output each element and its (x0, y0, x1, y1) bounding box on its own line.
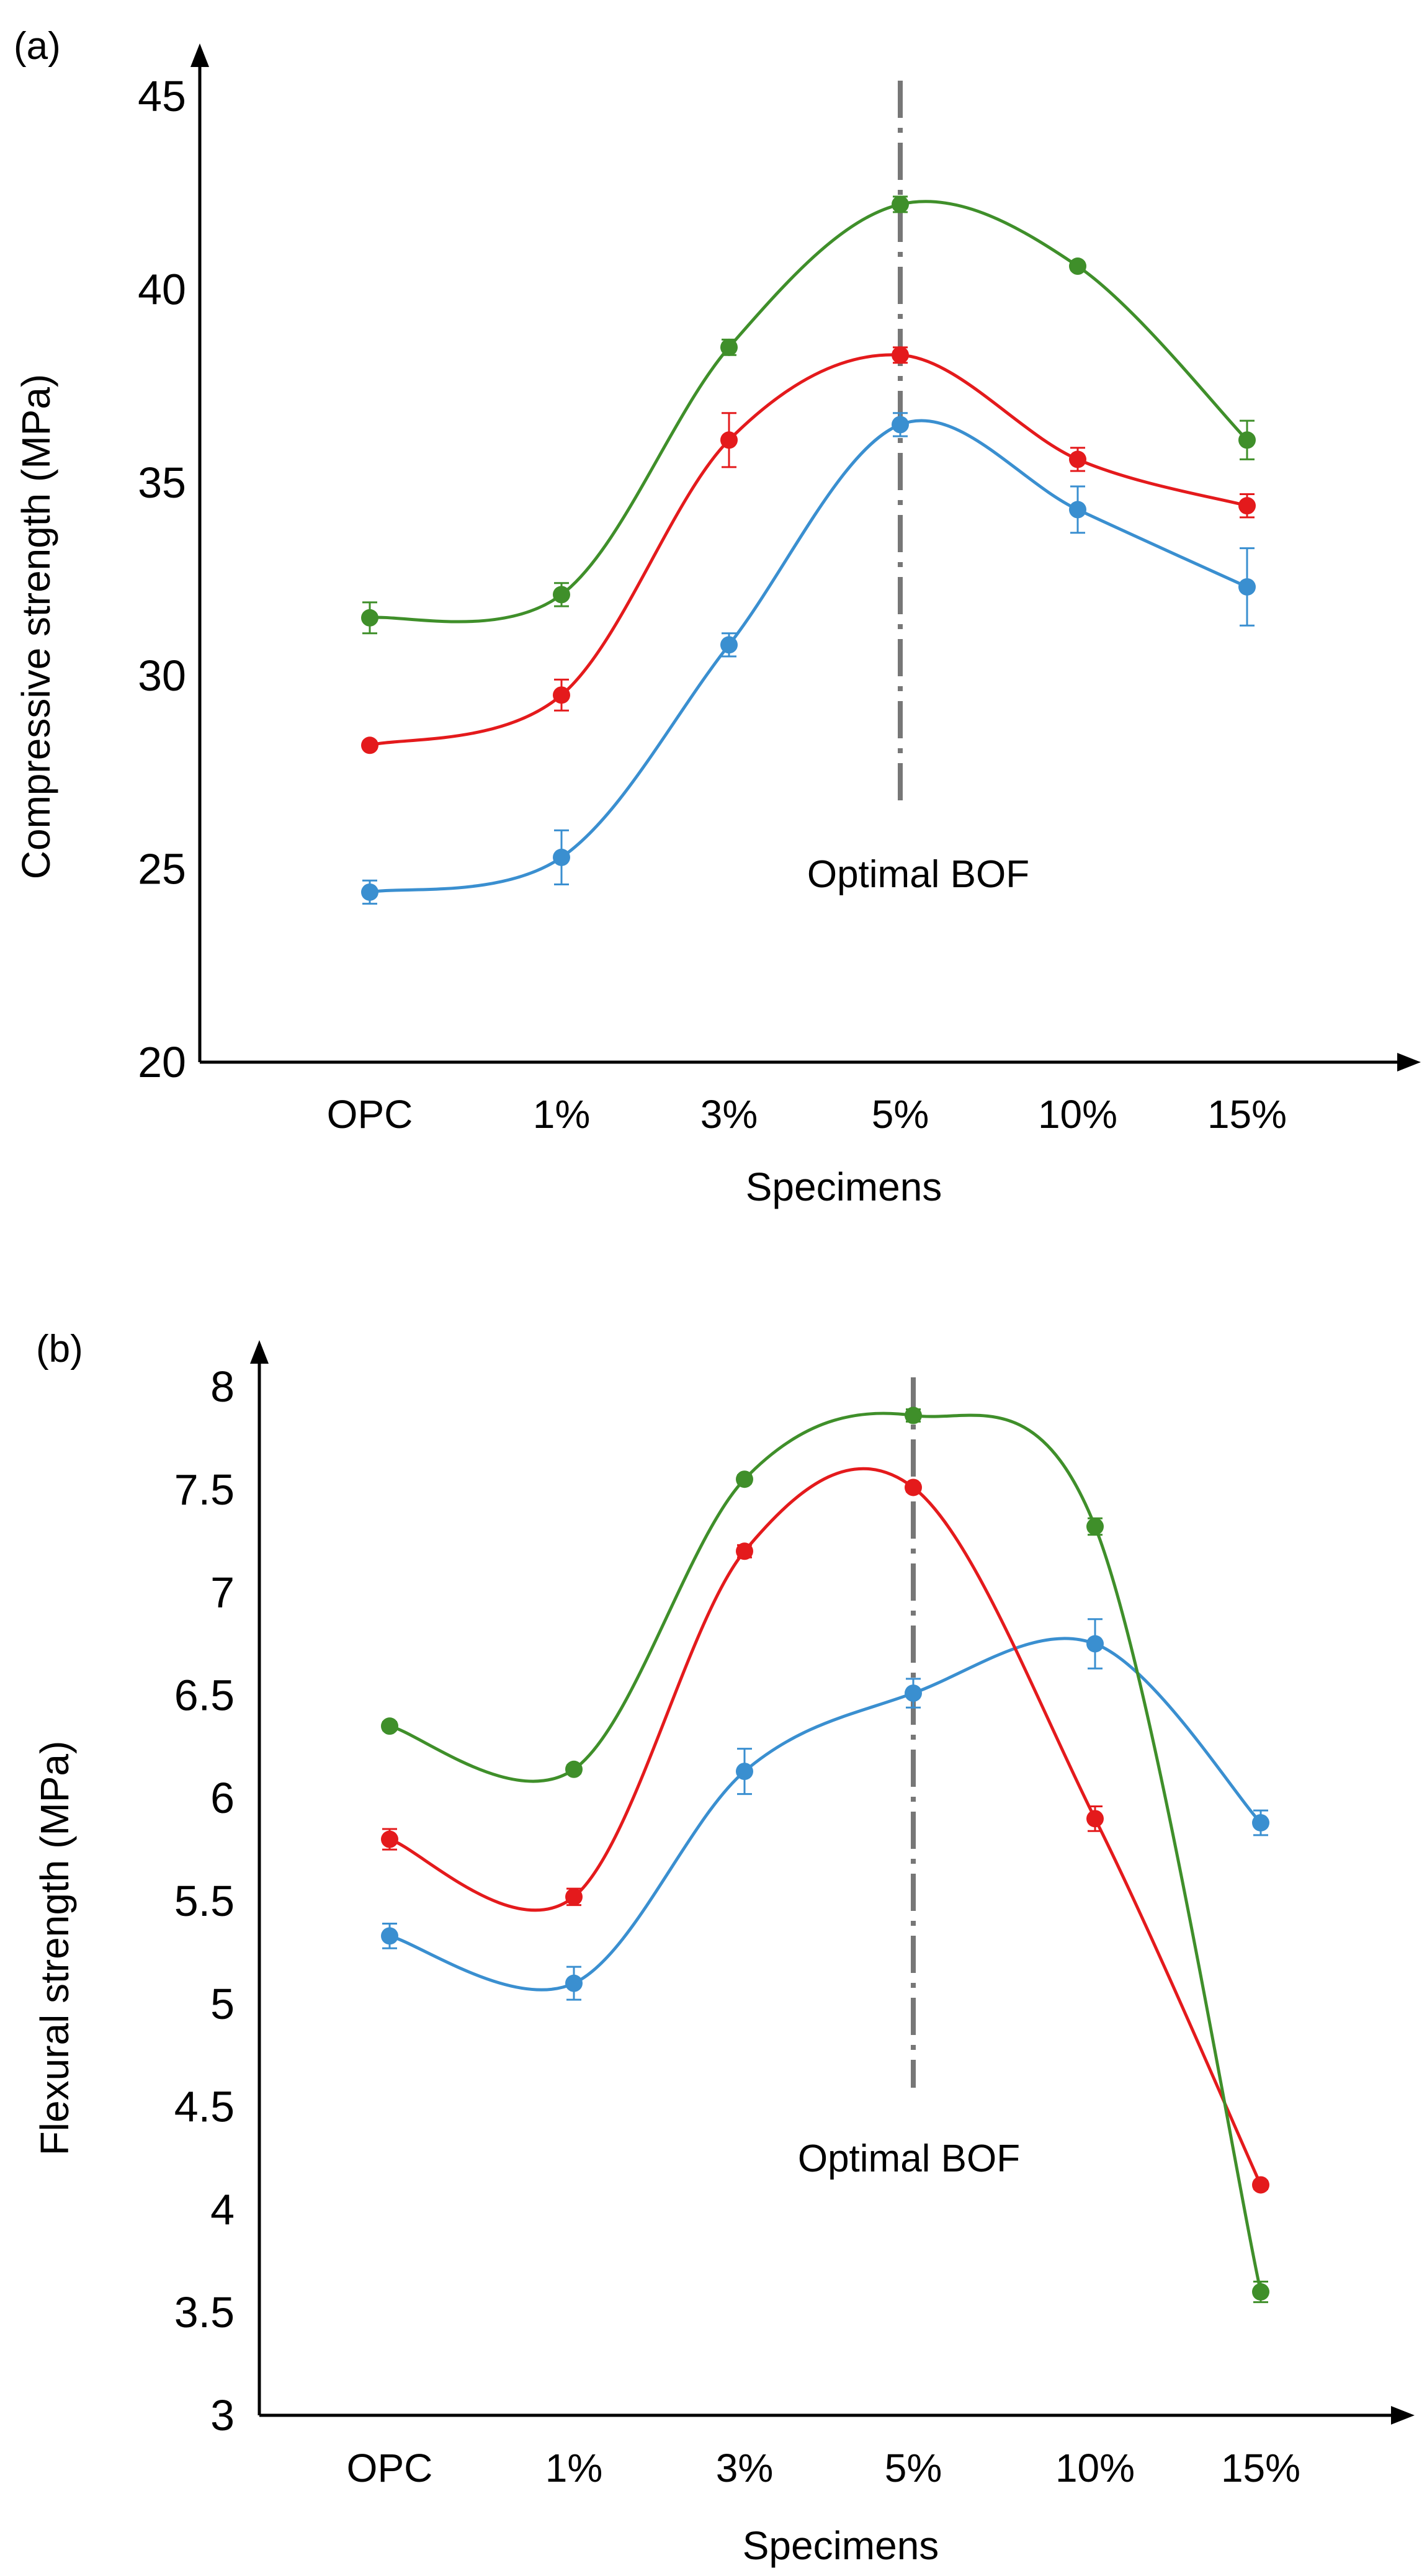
x-axis-label-a: Specimens (746, 1165, 942, 1209)
y-tick-label: 35 (138, 458, 186, 507)
y-tick-label: 7.5 (174, 1465, 235, 1514)
data-point (1069, 257, 1086, 275)
x-tick-label: OPC (347, 2446, 433, 2490)
compressive-strength-chart: (a) Compressive strength (MPa) Specimens… (14, 25, 1421, 1209)
x-tick-label: 3% (700, 1092, 758, 1137)
y-tick-label: 4 (210, 2185, 235, 2234)
data-point (553, 586, 570, 604)
data-point (720, 431, 738, 449)
x-axis-arrow-a (1397, 1053, 1421, 1071)
data-point (736, 1542, 753, 1560)
series-line-2 (389, 1467, 1263, 2186)
y-tick-label: 7 (210, 1568, 235, 1617)
y-tick-label: 20 (138, 1038, 186, 1086)
y-axis-label-a: Compressive strength (MPa) (14, 374, 58, 879)
x-tick-label: OPC (327, 1092, 413, 1137)
y-tick-label: 4.5 (174, 2083, 235, 2131)
y-axis-arrow-b (250, 1340, 269, 1364)
y-axis-arrow-a (190, 43, 209, 67)
panel-label-b: (b) (36, 1328, 83, 1371)
y-tick-label: 3 (210, 2391, 235, 2440)
data-point (1238, 497, 1256, 515)
x-tick-label: 1% (533, 1092, 591, 1137)
data-point (1252, 2283, 1269, 2301)
data-point (1069, 450, 1086, 468)
y-tick-label: 25 (138, 845, 186, 893)
data-point (736, 1763, 753, 1781)
panel-label-a: (a) (14, 25, 61, 68)
data-point (720, 338, 738, 356)
data-point (905, 1684, 922, 1702)
y-tick-label: 30 (138, 651, 186, 700)
data-point (892, 416, 909, 434)
x-tick-label: 5% (885, 2446, 942, 2490)
x-tick-label: 3% (716, 2446, 774, 2490)
data-point (1086, 1810, 1104, 1828)
data-point (1252, 1813, 1269, 1831)
series-line-1 (389, 1637, 1262, 1992)
y-tick-label: 8 (210, 1362, 235, 1411)
y-tick-label: 6.5 (174, 1671, 235, 1719)
y-tick-label: 6 (210, 1774, 235, 1822)
series-line-1 (369, 419, 1248, 894)
data-point (553, 686, 570, 704)
optimal-annotation-b: Optimal BOF (798, 2137, 1020, 2180)
data-point (1238, 578, 1256, 596)
optimal-annotation-a: Optimal BOF (807, 853, 1029, 896)
data-point (905, 1407, 922, 1424)
data-point (1086, 1635, 1104, 1653)
y-tick-label: 3.5 (174, 2288, 235, 2337)
data-point (381, 1927, 398, 1945)
data-point (736, 1470, 753, 1488)
data-point (565, 1974, 583, 1992)
data-point (1069, 501, 1086, 519)
flexural-strength-chart: (b) Flexural strength (MPa) Specimens 3 3… (32, 1328, 1415, 2568)
x-axis-arrow-b (1391, 2406, 1415, 2425)
y-axis-label-b: Flexural strength (MPa) (32, 1741, 77, 2156)
y-tick-label: 45 (138, 72, 186, 120)
data-point (1086, 1518, 1104, 1536)
series-line-3 (369, 200, 1248, 624)
series-line-2 (369, 353, 1248, 747)
data-point (381, 1717, 398, 1735)
x-tick-label: 15% (1207, 1092, 1287, 1137)
x-tick-label: 15% (1221, 2446, 1300, 2490)
data-point (565, 1888, 583, 1906)
data-point (1238, 431, 1256, 449)
data-point (361, 609, 378, 627)
data-point (361, 736, 378, 754)
data-point (892, 195, 909, 213)
x-tick-label: 10% (1055, 2446, 1135, 2490)
data-point (892, 346, 909, 364)
data-point (565, 1760, 583, 1778)
data-point (720, 636, 738, 654)
x-tick-label: 1% (545, 2446, 603, 2490)
data-point (1252, 2176, 1269, 2194)
x-axis-label-b: Specimens (743, 2523, 939, 2568)
data-point (905, 1478, 922, 1496)
y-tick-label: 5.5 (174, 1877, 235, 1925)
y-tick-label: 5 (210, 1980, 235, 2028)
data-point (361, 883, 378, 901)
x-tick-label: 5% (872, 1092, 929, 1137)
y-tick-label: 40 (138, 265, 186, 313)
data-point (381, 1830, 398, 1848)
data-point (553, 848, 570, 866)
x-tick-label: 10% (1038, 1092, 1117, 1137)
